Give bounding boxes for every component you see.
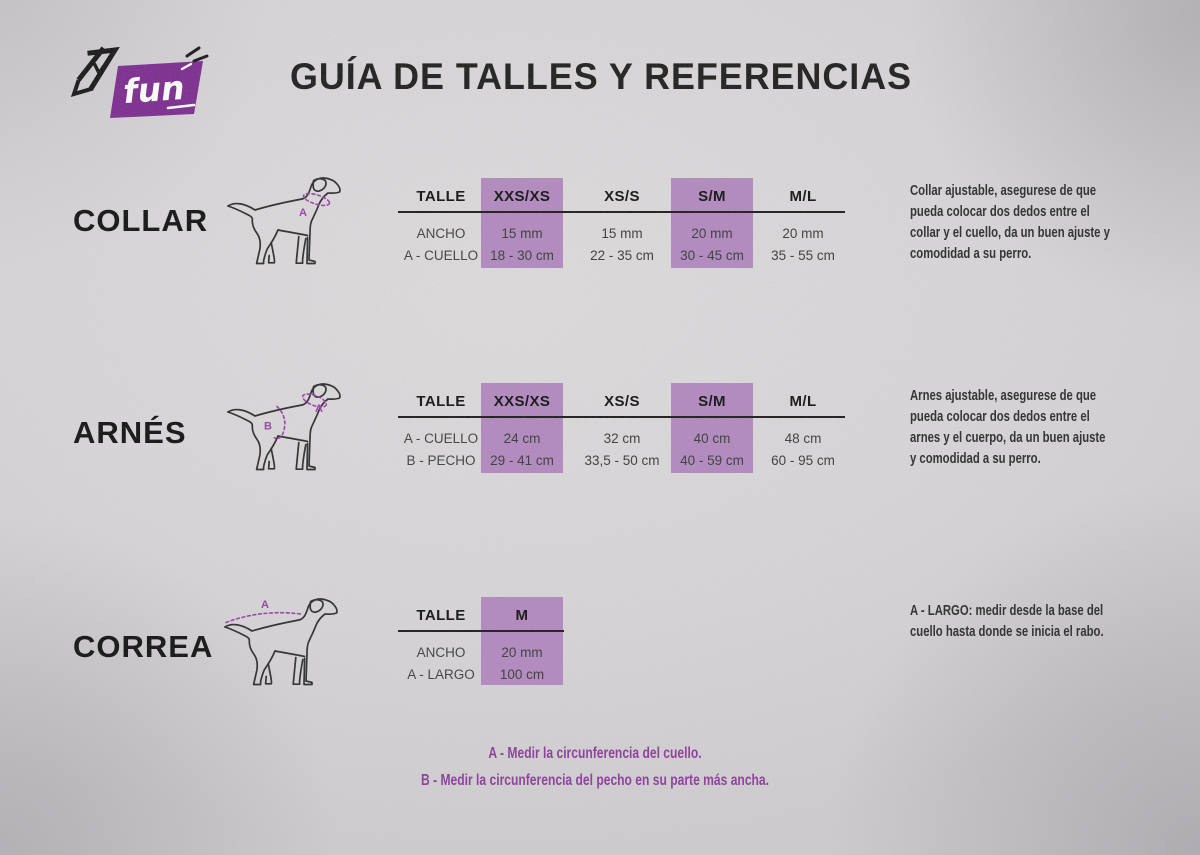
size-table-correa: TALLE M ANCHO 20 mm A - LARGO 100 cm: [398, 597, 845, 685]
table-header-talle: TALLE: [416, 393, 466, 410]
description-line: pueda colocar dos dedos entre el: [910, 409, 1090, 425]
table-header-size: XXS/XS: [493, 393, 551, 410]
logo-mark-icon: [70, 46, 120, 97]
description-line: cuello hasta donde se inicia el rabo.: [910, 624, 1104, 640]
harness-measure-overlay: A B: [264, 393, 328, 440]
table-cell: 48 cm: [784, 431, 822, 446]
section-label-arnes: ARNÉS: [73, 415, 187, 450]
section-label-correa: CORREA: [73, 629, 214, 664]
measure-letter-a: A: [261, 599, 269, 611]
table-cell: 33,5 - 50 cm: [584, 453, 660, 468]
table-header-size: M: [515, 607, 529, 624]
description-line: comodidad a su perro.: [910, 246, 1032, 262]
table-row-label: A - LARGO: [407, 667, 475, 682]
table-cell: 30 - 45 cm: [680, 248, 744, 263]
table-row-label: ANCHO: [416, 226, 466, 241]
table-cell: 20 mm: [691, 226, 733, 241]
note-measure-a: A - Medir la circunferencia del cuello.: [488, 745, 702, 762]
table-header-size: M/L: [789, 393, 817, 410]
table-row-label: ANCHO: [416, 645, 466, 660]
table-cell: 35 - 55 cm: [771, 248, 835, 263]
header-divider: [398, 211, 845, 213]
description-arnes: Arnes ajustable, asegurese de que pueda c…: [910, 386, 1170, 470]
measure-letter-a: A: [299, 207, 307, 219]
table-header-size: XS/S: [604, 188, 640, 205]
table-header-size: M/L: [789, 188, 817, 205]
description-collar: Collar ajustable, asegurese de que pueda …: [910, 181, 1170, 265]
table-header-size: XXS/XS: [493, 188, 551, 205]
description-line: Collar ajustable, asegurese de que: [910, 183, 1097, 199]
dog-illustration-arnes: A B: [227, 383, 341, 471]
brand-logo-graphic: fun: [70, 46, 209, 118]
table-header-size: S/M: [698, 393, 726, 410]
table-cell: 18 - 30 cm: [490, 248, 554, 263]
header-divider: [398, 630, 564, 632]
page-title: GUÍA DE TALLES Y REFERENCIAS: [289, 56, 913, 97]
table-cell: 60 - 95 cm: [771, 453, 835, 468]
length-measure-overlay: A: [225, 599, 302, 624]
table-row-label: B - PECHO: [406, 453, 476, 468]
description-line: collar y el cuello, da un buen ajuste y: [910, 225, 1110, 241]
table-cell: 20 mm: [782, 226, 824, 241]
table-cell: 22 - 35 cm: [590, 248, 654, 263]
table-cell: 15 mm: [501, 226, 543, 241]
table-cell: 15 mm: [601, 226, 643, 241]
table-header-size: XS/S: [604, 393, 640, 410]
size-table-collar: TALLE XXS/XS XS/S S/M M/L ANCHO 15 mm 15 mm 20 m…: [398, 178, 845, 268]
description-correa: A - LARGO: medir desde la base del cuello…: [910, 601, 1170, 643]
table-cell: 40 - 59 cm: [680, 453, 744, 468]
table-cell: 100 cm: [499, 667, 545, 682]
table-cell: 29 - 41 cm: [490, 453, 554, 468]
size-table-arnes: TALLE XXS/XS XS/S S/M M/L A - CUELLO 24 cm 32 c…: [398, 383, 845, 473]
description-line: arnes y el cuerpo, da un buen ajuste: [910, 430, 1106, 446]
note-measure-b: B - Medir la circunferencia del pecho en…: [420, 772, 770, 789]
table-header-size: S/M: [698, 188, 726, 205]
table-cell: 24 cm: [503, 431, 541, 446]
table-cell: 20 mm: [501, 645, 543, 660]
dog-illustration-collar: A: [227, 177, 341, 265]
header-divider: [398, 416, 845, 418]
measurement-notes: A - Medir la circunferencia del cuello. …: [295, 740, 895, 794]
description-line: A - LARGO: medir desde la base del: [910, 603, 1104, 619]
dog-illustration-correa: A: [224, 598, 338, 686]
table-cell: 40 cm: [693, 431, 731, 446]
measure-letter-b: B: [264, 421, 272, 433]
logo-wordmark: fun: [122, 68, 186, 111]
table-header-talle: TALLE: [416, 607, 466, 624]
table-row-label: A - CUELLO: [403, 431, 479, 446]
brand-logo: fun: [70, 42, 210, 127]
description-line: y comodidad a su perro.: [910, 451, 1041, 467]
table-row-label: A - CUELLO: [403, 248, 479, 263]
description-line: pueda colocar dos dedos entre el: [910, 204, 1090, 220]
description-line: Arnes ajustable, asegurese de que: [910, 388, 1097, 404]
measure-letter-a: A: [315, 403, 323, 415]
table-cell: 32 cm: [603, 431, 641, 446]
table-header-talle: TALLE: [416, 188, 466, 205]
section-label-collar: COLLAR: [73, 203, 209, 238]
